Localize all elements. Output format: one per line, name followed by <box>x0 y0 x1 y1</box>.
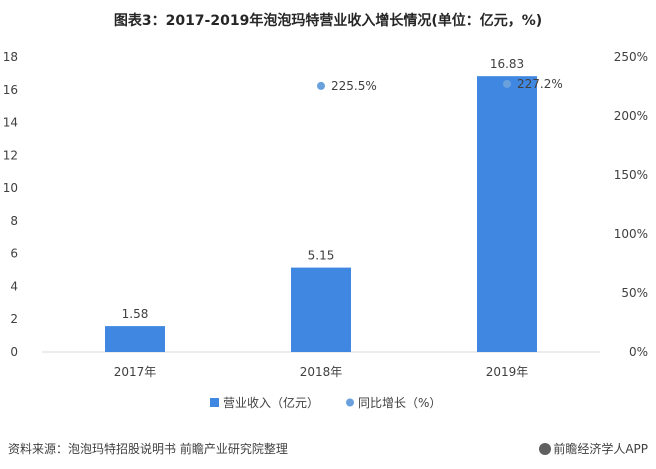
left-tick-label: 8 <box>10 214 18 228</box>
revenue-bar <box>477 76 537 353</box>
growth-point-label: 225.5% <box>331 79 377 93</box>
right-tick-label: 250% <box>614 50 648 64</box>
legend-point-label: 同比增长（%） <box>358 396 441 410</box>
x-tick-label: 2017年 <box>114 365 157 379</box>
growth-series: 225.5% 227.2% <box>317 77 563 93</box>
legend: 营业收入（亿元） 同比增长（%） <box>210 395 441 410</box>
left-tick-label: 4 <box>10 279 18 293</box>
left-tick-label: 12 <box>3 148 18 162</box>
revenue-bar <box>105 326 165 352</box>
left-tick-label: 6 <box>10 247 18 261</box>
right-axis: 0% 50% 100% 150% 200% 250% <box>614 50 648 359</box>
right-tick-label: 150% <box>614 168 648 182</box>
growth-point <box>503 79 511 88</box>
x-tick-label: 2019年 <box>486 365 529 379</box>
left-tick-label: 2 <box>10 312 18 326</box>
left-tick-label: 10 <box>3 181 18 195</box>
bar-series: 1.58 5.15 16.83 <box>105 57 537 353</box>
revenue-bar-label: 16.83 <box>490 57 524 71</box>
revenue-bar <box>291 267 351 352</box>
right-tick-label: 50% <box>621 286 648 300</box>
growth-point <box>317 81 325 90</box>
left-axis: 0 2 4 6 8 10 12 14 16 18 <box>3 50 18 359</box>
right-tick-label: 200% <box>614 109 648 123</box>
brand-text: 前瞻经济学人APP <box>553 442 648 456</box>
left-tick-label: 18 <box>3 50 18 64</box>
left-tick-label: 16 <box>3 83 18 97</box>
source-note: 资料来源：泡泡玛特招股说明书 前瞻产业研究院整理 <box>8 442 288 456</box>
left-tick-label: 0 <box>10 345 18 359</box>
right-tick-label: 100% <box>614 227 648 241</box>
x-axis: 2017年 2018年 2019年 <box>114 365 529 379</box>
chart-title: 图表3：2017-2019年泡泡玛特营业收入增长情况(单位：亿元，%) <box>113 13 543 29</box>
legend-point-swatch <box>346 398 354 407</box>
legend-bar-label: 营业收入（亿元） <box>223 395 319 410</box>
revenue-bar-label: 1.58 <box>122 307 149 321</box>
right-tick-label: 0% <box>629 345 648 359</box>
brand-logo-icon <box>539 443 552 455</box>
revenue-bar-label: 5.15 <box>308 249 335 263</box>
legend-bar-swatch <box>210 398 219 407</box>
brand-label: 前瞻经济学人APP <box>539 440 648 457</box>
x-tick-label: 2018年 <box>300 365 343 379</box>
growth-point-label: 227.2% <box>517 77 563 91</box>
left-tick-label: 14 <box>3 116 18 130</box>
